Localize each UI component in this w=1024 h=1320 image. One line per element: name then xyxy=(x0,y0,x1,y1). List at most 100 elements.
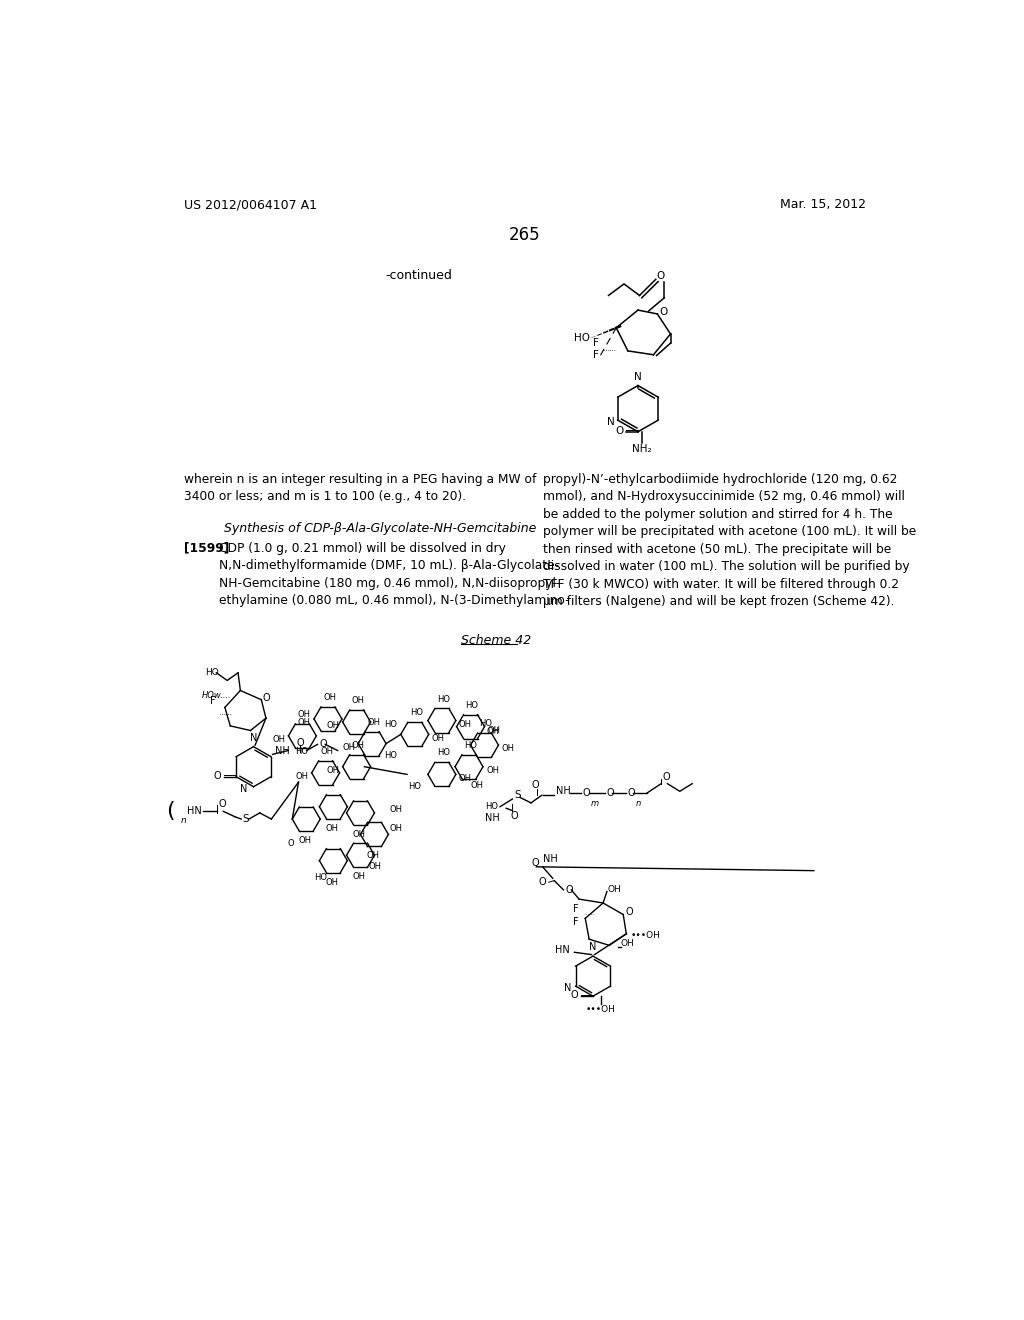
Text: HOw....: HOw.... xyxy=(202,692,231,701)
Text: N: N xyxy=(607,417,614,426)
Text: NH₂: NH₂ xyxy=(632,444,651,454)
Text: OH: OH xyxy=(459,774,472,783)
Text: O: O xyxy=(263,693,270,704)
Text: F: F xyxy=(210,696,216,706)
Text: propyl)-N’-ethylcarbodiimide hydrochloride (120 mg, 0.62
mmol), and N-Hydroxysuc: propyl)-N’-ethylcarbodiimide hydrochlori… xyxy=(543,473,915,609)
Text: Synthesis of CDP-β-Ala-Glycolate-NH-Gemcitabine: Synthesis of CDP-β-Ala-Glycolate-NH-Gemc… xyxy=(224,521,537,535)
Text: Mar. 15, 2012: Mar. 15, 2012 xyxy=(780,198,866,211)
Text: O: O xyxy=(565,884,572,895)
Text: O: O xyxy=(615,426,624,436)
Text: O: O xyxy=(510,810,518,821)
Text: OH: OH xyxy=(390,824,403,833)
Text: OH: OH xyxy=(272,735,286,744)
Text: OH: OH xyxy=(327,722,340,730)
Text: OH: OH xyxy=(297,710,310,719)
Text: OH: OH xyxy=(459,719,472,729)
Text: OH: OH xyxy=(432,734,444,743)
Text: US 2012/0064107 A1: US 2012/0064107 A1 xyxy=(183,198,316,211)
Text: n: n xyxy=(635,799,641,808)
Text: HO: HO xyxy=(384,751,396,759)
Text: NH: NH xyxy=(543,854,557,865)
Text: O: O xyxy=(656,271,665,281)
Text: O: O xyxy=(627,788,635,797)
Text: HO: HO xyxy=(295,747,308,756)
Text: O: O xyxy=(583,788,591,797)
Text: HO: HO xyxy=(206,668,219,677)
Text: O: O xyxy=(606,788,613,797)
Text: HO: HO xyxy=(466,701,478,710)
Text: O: O xyxy=(531,780,540,791)
Text: S: S xyxy=(514,791,520,800)
Text: HO: HO xyxy=(464,741,477,750)
Text: OH: OH xyxy=(342,743,355,752)
Text: N: N xyxy=(634,372,642,383)
Text: OH: OH xyxy=(326,878,338,887)
Text: ……: …… xyxy=(219,710,232,717)
Text: OH: OH xyxy=(502,744,514,754)
Text: HO: HO xyxy=(409,781,421,791)
Text: F: F xyxy=(573,904,579,915)
Text: -continued: -continued xyxy=(385,269,453,282)
Text: NH: NH xyxy=(274,746,290,755)
Text: OH: OH xyxy=(327,766,340,775)
Text: OH: OH xyxy=(323,693,336,702)
Text: F: F xyxy=(593,338,598,348)
Text: CDP (1.0 g, 0.21 mmol) will be dissolved in dry
N,N-dimethylformamide (DMF, 10 m: CDP (1.0 g, 0.21 mmol) will be dissolved… xyxy=(219,543,570,607)
Text: [1599]: [1599] xyxy=(183,543,229,554)
Text: O: O xyxy=(297,738,304,748)
Text: OH: OH xyxy=(486,727,499,735)
Text: OH: OH xyxy=(607,884,622,894)
Text: OH: OH xyxy=(351,741,365,750)
Text: F: F xyxy=(573,917,579,927)
Text: OH: OH xyxy=(298,718,311,727)
Text: OH: OH xyxy=(470,780,483,789)
Text: NH: NH xyxy=(485,813,500,824)
Text: OH: OH xyxy=(621,940,634,948)
Text: HO: HO xyxy=(437,694,450,704)
Text: O: O xyxy=(319,739,327,750)
Text: •••OH: •••OH xyxy=(586,1006,615,1014)
Text: OH: OH xyxy=(369,862,381,871)
Text: OH: OH xyxy=(487,726,501,735)
Text: ……: …… xyxy=(602,346,616,351)
Text: OH: OH xyxy=(390,805,403,813)
Text: F: F xyxy=(593,350,598,360)
Text: HO: HO xyxy=(485,803,499,812)
Text: OH: OH xyxy=(486,766,499,775)
Text: N: N xyxy=(240,784,248,795)
Text: HO: HO xyxy=(313,873,327,882)
Text: OH: OH xyxy=(351,696,365,705)
Text: HO: HO xyxy=(410,709,423,718)
Text: 265: 265 xyxy=(509,226,541,244)
Text: OH: OH xyxy=(326,824,338,833)
Text: O: O xyxy=(570,990,579,1001)
Text: OH: OH xyxy=(298,836,311,845)
Text: O: O xyxy=(531,858,539,869)
Text: NH: NH xyxy=(556,787,570,796)
Text: ……: …… xyxy=(584,911,595,916)
Text: m: m xyxy=(591,799,599,808)
Text: O: O xyxy=(663,772,671,783)
Text: OH: OH xyxy=(296,772,308,781)
Text: Scheme 42: Scheme 42 xyxy=(461,635,531,647)
Text: HN: HN xyxy=(186,807,202,816)
Text: OH: OH xyxy=(352,873,366,882)
Text: O: O xyxy=(626,907,633,917)
Text: HO: HO xyxy=(573,333,590,343)
Text: HO: HO xyxy=(479,719,493,729)
Text: O: O xyxy=(658,306,667,317)
Text: (: ( xyxy=(166,801,174,821)
Text: N: N xyxy=(250,733,257,743)
Text: O: O xyxy=(219,799,226,809)
Text: N: N xyxy=(590,942,597,952)
Text: O: O xyxy=(539,878,547,887)
Text: S: S xyxy=(243,814,249,824)
Text: HO: HO xyxy=(384,719,396,729)
Text: OH: OH xyxy=(368,718,380,726)
Text: OH: OH xyxy=(321,747,334,756)
Text: n: n xyxy=(181,816,186,825)
Text: OH: OH xyxy=(352,830,366,838)
Text: OH: OH xyxy=(367,851,380,861)
Text: wherein n is an integer resulting in a PEG having a MW of
3400 or less; and m is: wherein n is an integer resulting in a P… xyxy=(183,473,537,503)
Text: HO: HO xyxy=(437,748,450,758)
